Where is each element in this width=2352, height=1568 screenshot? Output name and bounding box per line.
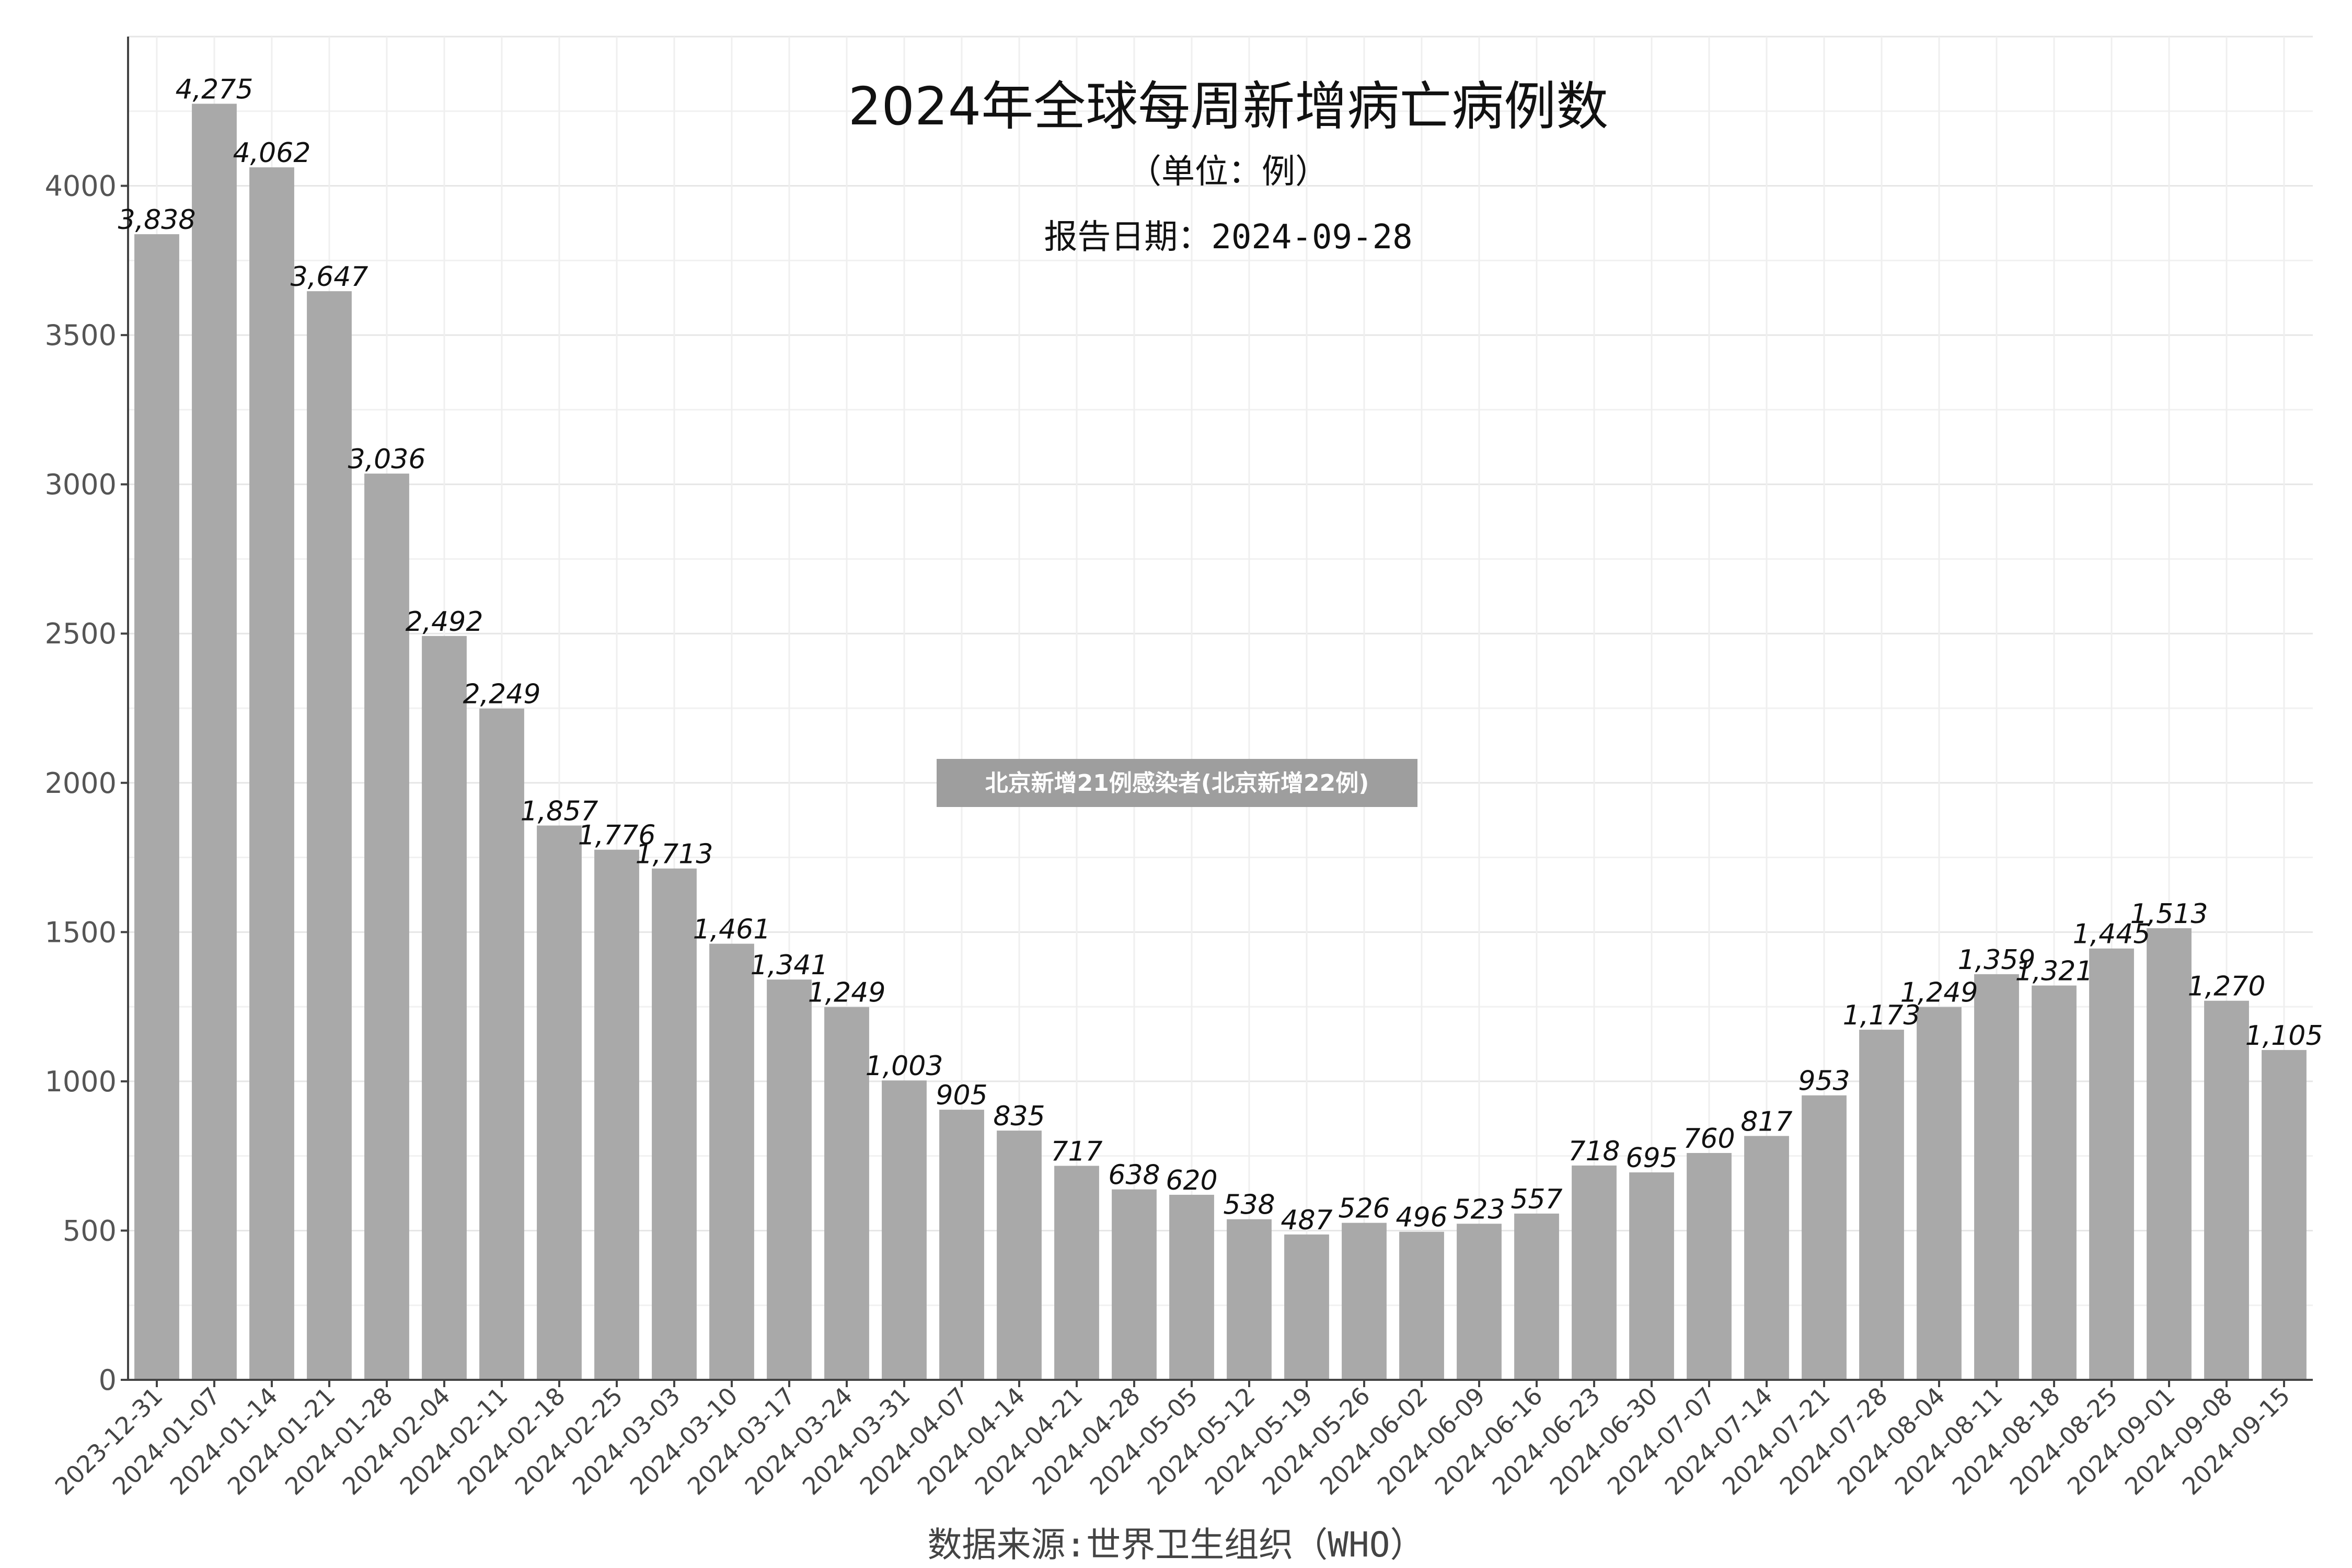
bar: [1514, 1213, 1559, 1380]
data-label: 557: [1511, 1184, 1562, 1215]
data-label: 538: [1223, 1190, 1275, 1221]
data-label: 523: [1453, 1194, 1505, 1225]
data-label: 817: [1740, 1106, 1792, 1137]
data-label: 2,249: [463, 679, 541, 710]
data-label: 718: [1568, 1136, 1620, 1167]
data-label: 620: [1166, 1165, 1217, 1196]
data-label: 1,857: [521, 795, 598, 827]
x-tick-labels: 2023-12-312024-01-072024-01-142024-01-21…: [50, 1382, 2296, 1501]
chart-subtitle: （单位：例）: [1128, 153, 1329, 191]
bar: [1572, 1165, 1617, 1380]
data-label: 1,105: [2245, 1020, 2323, 1052]
bar: [134, 234, 179, 1380]
bar: [1399, 1231, 1444, 1380]
axes-group: [121, 37, 2313, 1387]
data-label: 1,713: [636, 839, 713, 870]
data-label: 1,321: [2015, 956, 2093, 987]
data-label: 2,492: [406, 606, 483, 638]
data-label: 1,341: [751, 950, 828, 981]
bar: [422, 636, 467, 1380]
bar: [2089, 948, 2134, 1380]
y-tick-label: 3500: [45, 319, 117, 352]
y-tick-labels: 0 500 1000 1500 2000 2500 3000 3500 4000: [45, 170, 117, 1397]
bar: [2032, 985, 2077, 1380]
data-label: 4,275: [176, 74, 253, 106]
data-labels: 3,838 4,275 4,062 3,647 3,036 2,492 2,249 1,857…: [118, 74, 2323, 1236]
report-date: 报告日期：2024-09-28: [1044, 218, 1412, 257]
bar: [1457, 1224, 1502, 1380]
bar: [939, 1110, 984, 1380]
bar: [882, 1080, 927, 1380]
bar: [1802, 1095, 1847, 1380]
data-label: 1,776: [578, 820, 656, 851]
data-label: 526: [1338, 1193, 1390, 1225]
data-label: 1,513: [2130, 898, 2208, 930]
data-label: 1,461: [693, 914, 771, 946]
bar: [1169, 1194, 1214, 1380]
bar: [709, 943, 754, 1380]
data-label: 1,173: [1843, 1000, 1921, 1031]
bar: [1112, 1189, 1157, 1380]
bars-group: [134, 103, 2307, 1380]
data-label: 1,270: [2188, 971, 2266, 1002]
y-tick-label: 1500: [45, 916, 117, 949]
bar: [1974, 974, 2019, 1380]
y-tick-label: 4000: [45, 170, 117, 203]
data-label: 496: [1396, 1202, 1447, 1233]
y-tick-label: 0: [99, 1364, 117, 1397]
bar: [364, 474, 409, 1380]
data-label: 3,838: [118, 204, 196, 236]
y-tick-label: 500: [63, 1214, 117, 1247]
data-label: 487: [1281, 1205, 1332, 1236]
bar: [652, 868, 697, 1380]
bar: [2262, 1050, 2307, 1380]
overlay-caption-box: 北京新增21例感染者(北京新增22例): [937, 759, 1417, 807]
bar: [767, 979, 812, 1380]
bar: [537, 825, 582, 1380]
bar: [1744, 1136, 1789, 1380]
bar: [1342, 1223, 1387, 1380]
data-label: 3,647: [291, 261, 368, 293]
bar: [1227, 1219, 1272, 1380]
data-label: 1,445: [2073, 919, 2151, 950]
data-label: 905: [936, 1080, 987, 1111]
bar: [307, 291, 352, 1380]
overlay-caption-background: [937, 759, 1417, 807]
y-tick-label: 1000: [45, 1065, 117, 1098]
y-tick-label: 2000: [45, 767, 117, 800]
data-label: 4,062: [233, 137, 311, 169]
bar: [997, 1131, 1042, 1380]
data-label: 760: [1683, 1123, 1735, 1155]
bar: [1629, 1172, 1674, 1380]
bar: [2204, 1000, 2249, 1380]
overlay-caption: 北京新增21例感染者(北京新增22例): [985, 770, 1369, 797]
data-label: 695: [1625, 1143, 1677, 1174]
bar: [192, 103, 237, 1380]
bar: [2147, 928, 2192, 1380]
data-label: 638: [1108, 1160, 1160, 1191]
data-label: 953: [1798, 1066, 1850, 1097]
bar: [1284, 1234, 1329, 1380]
bar: [824, 1007, 869, 1380]
bar: [1687, 1152, 1732, 1380]
bar: [594, 849, 639, 1380]
data-label: 3,036: [348, 444, 426, 475]
bar: [1917, 1007, 1962, 1380]
data-label: 1,249: [1900, 977, 1978, 1009]
watermark: 搜狐号@雪鸮XueXiao: [1866, 1494, 2289, 1542]
data-source: 数据来源:世界卫生组织（WHO）: [928, 1525, 1425, 1565]
y-tick-label: 2500: [45, 617, 117, 650]
y-tick-label: 3000: [45, 468, 117, 501]
bar: [249, 167, 294, 1380]
data-label: 835: [993, 1101, 1045, 1132]
data-label: 1,359: [1958, 944, 2036, 976]
data-label: 1,003: [866, 1051, 943, 1082]
bar: [1859, 1030, 1904, 1380]
chart-title: 2024年全球每周新增病亡病例数: [848, 76, 1609, 137]
bar: [1054, 1166, 1099, 1380]
data-label: 1,249: [808, 977, 886, 1009]
data-label: 717: [1051, 1136, 1102, 1168]
bar: [479, 708, 524, 1380]
